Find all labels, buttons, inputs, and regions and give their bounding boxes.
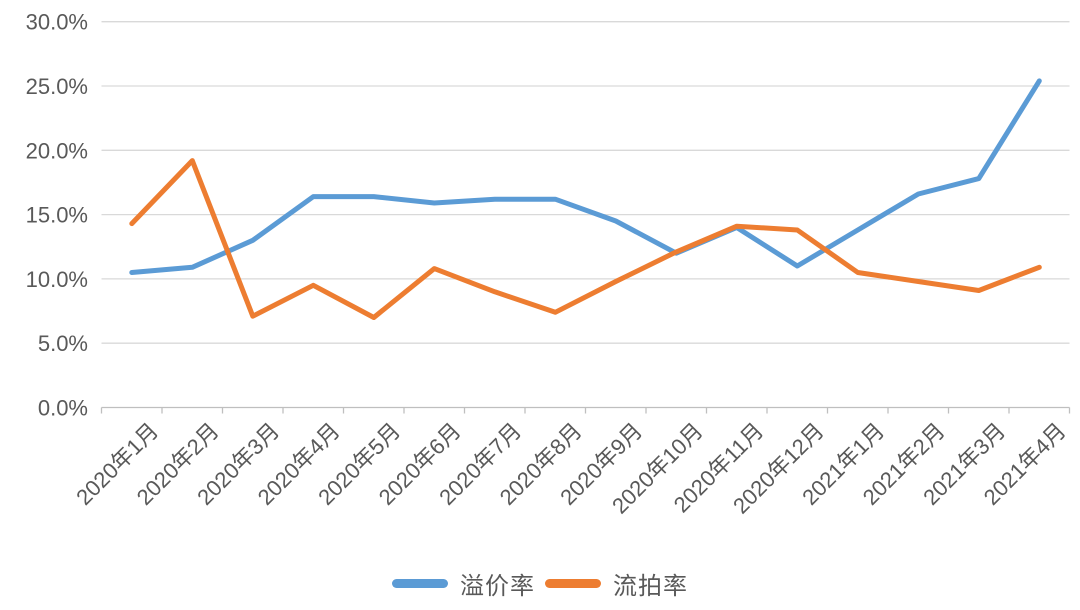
legend-swatch-failure-rate bbox=[545, 579, 601, 588]
series-line-premium-rate bbox=[129, 78, 1042, 275]
y-axis-label: 0.0% bbox=[38, 396, 88, 421]
line-chart: 0.0%5.0%10.0%15.0%20.0%25.0%30.0%2020年1月… bbox=[26, 10, 1071, 519]
legend: 溢价率 流拍率 bbox=[0, 566, 1080, 601]
y-axis-label: 20.0% bbox=[26, 138, 88, 163]
legend-item-premium-rate: 溢价率 bbox=[392, 566, 535, 601]
legend-swatch-premium-rate bbox=[392, 579, 448, 588]
y-axis-label: 15.0% bbox=[26, 203, 88, 228]
y-axis-label: 25.0% bbox=[26, 74, 88, 99]
y-axis-label: 10.0% bbox=[26, 267, 88, 292]
legend-label-failure-rate: 流拍率 bbox=[613, 573, 688, 600]
y-axis-label: 5.0% bbox=[38, 331, 88, 356]
y-axis-label: 30.0% bbox=[26, 10, 88, 35]
legend-item-failure-rate: 流拍率 bbox=[545, 566, 688, 601]
series-line-failure-rate bbox=[129, 158, 1042, 320]
legend-label-premium-rate: 溢价率 bbox=[460, 573, 535, 600]
